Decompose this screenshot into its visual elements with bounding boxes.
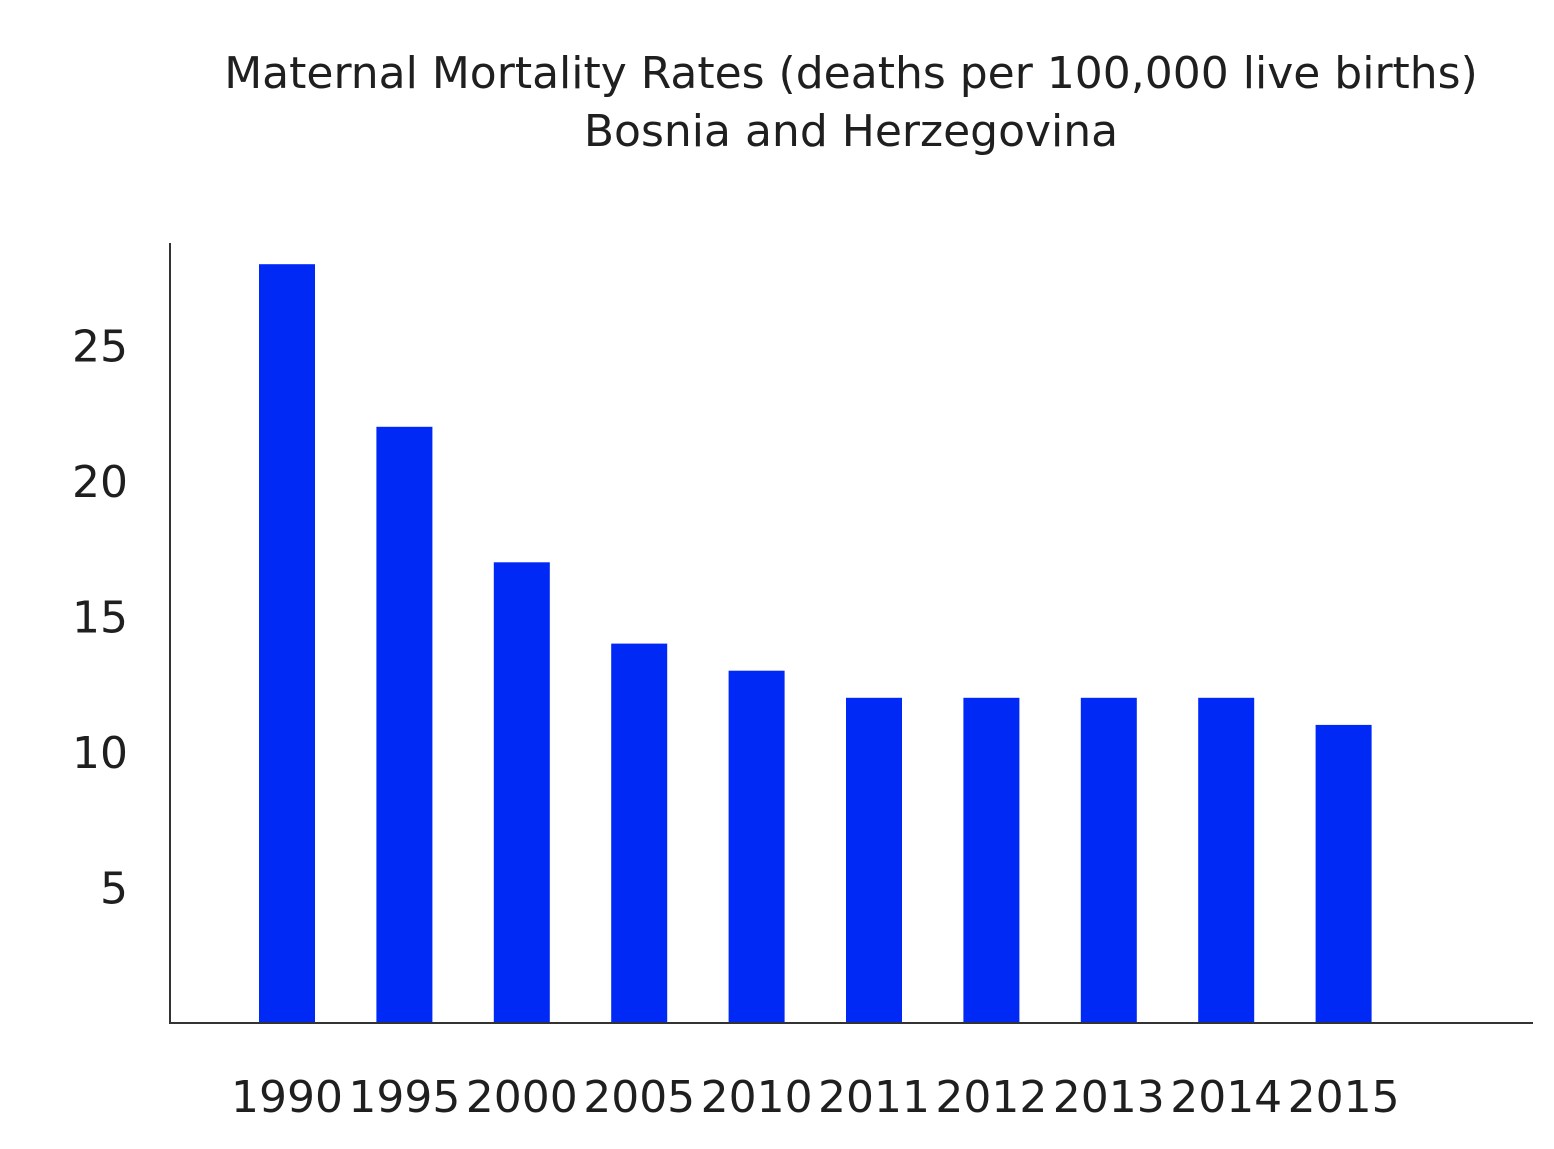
bar-2000 xyxy=(493,562,550,1023)
bar-1995 xyxy=(376,426,433,1023)
chart-subtitle: Bosnia and Herzegovina xyxy=(584,106,1118,157)
x-tick-label-2011: 2011 xyxy=(818,1072,930,1123)
y-tick-label-25: 25 xyxy=(72,322,128,373)
x-tick-label-1995: 1995 xyxy=(348,1072,460,1123)
x-tick-label-2013: 2013 xyxy=(1053,1072,1165,1123)
x-tick-label-2005: 2005 xyxy=(583,1072,695,1123)
bar-2013 xyxy=(1080,697,1137,1023)
bar-2011 xyxy=(846,697,902,1023)
bars-group xyxy=(259,264,1372,1023)
x-tick-label-2014: 2014 xyxy=(1170,1072,1282,1123)
x-tick-label-2015: 2015 xyxy=(1288,1072,1400,1123)
bar-2005 xyxy=(611,643,668,1023)
x-tick-labels: 1990 1995 2000 2005 2010 2011 2012 2013 2014 2015 xyxy=(231,1072,1400,1123)
bar-2015 xyxy=(1315,724,1372,1023)
y-tick-label-10: 10 xyxy=(72,728,128,779)
bar-1990 xyxy=(259,264,315,1023)
y-tick-label-15: 15 xyxy=(72,593,128,644)
x-tick-label-2010: 2010 xyxy=(701,1072,813,1123)
bar-2010 xyxy=(728,670,785,1023)
bar-2012 xyxy=(963,697,1020,1023)
y-tick-labels: 5 10 15 20 25 xyxy=(72,322,128,915)
chart-title: Maternal Mortality Rates (deaths per 100… xyxy=(224,48,1478,99)
bar-2014 xyxy=(1198,697,1255,1023)
x-tick-label-2012: 2012 xyxy=(935,1072,1047,1123)
x-tick-label-2000: 2000 xyxy=(466,1072,578,1123)
y-tick-label-20: 20 xyxy=(72,457,128,508)
x-tick-label-1990: 1990 xyxy=(231,1072,343,1123)
y-tick-label-5: 5 xyxy=(100,864,128,915)
